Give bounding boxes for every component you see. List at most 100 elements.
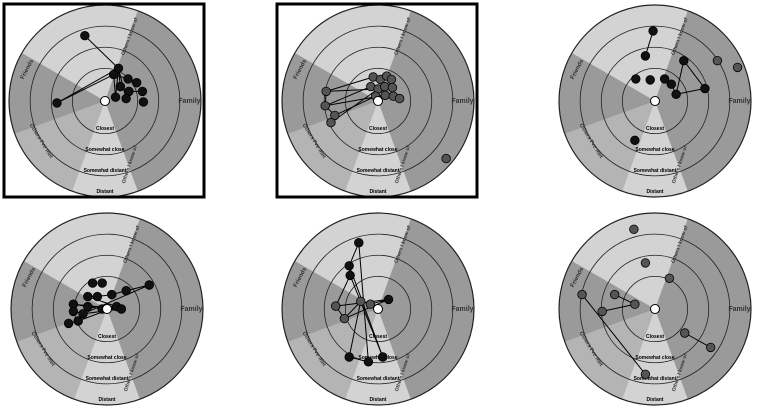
ring-2-3 (344, 67, 412, 135)
edge-1-0 (56, 67, 119, 104)
node-5-4 (339, 313, 350, 324)
ring-label-6-3: Distant (647, 397, 664, 403)
node-3-5 (631, 74, 641, 84)
ring-label-1-1: Somewhat close (85, 147, 124, 153)
node-3-10 (671, 89, 681, 99)
ego-node-1 (100, 96, 110, 106)
ring-label-4-1: Somewhat close (87, 355, 126, 361)
network-diagram-1: Closest Somewhat close Somewhat distant Dis… (8, 4, 202, 198)
ring-3-0 (558, 4, 752, 198)
ring-5-3 (344, 275, 412, 343)
node-2-10 (380, 81, 390, 92)
sector-friends-6 (559, 261, 655, 342)
node-4-6 (144, 280, 154, 290)
ring-label-3-3: Distant (647, 189, 664, 195)
ring-label-2-0: Closest (369, 126, 387, 132)
ring-label-3-2: Somewhat distant (634, 168, 677, 174)
node-2-2 (330, 110, 340, 121)
node-5-1 (344, 261, 354, 271)
highlight-frame-2 (275, 2, 479, 199)
ring-6-3 (621, 275, 689, 343)
node-6-8 (705, 342, 716, 353)
node-6-5 (630, 299, 640, 309)
node-6-4 (609, 289, 620, 300)
edge-1-10 (84, 35, 119, 69)
node-1-7 (137, 86, 148, 97)
node-1-2 (108, 69, 119, 80)
ring-2-1 (302, 25, 454, 177)
ring-1-1 (29, 25, 181, 177)
sector-friends-3 (559, 53, 655, 134)
network-diagram-2: Closest Somewhat close Somewhat distant Dis… (281, 4, 475, 198)
node-5-10 (378, 352, 388, 362)
node-2-16 (441, 153, 451, 164)
sector-family-1 (105, 10, 201, 192)
edge-4-13 (82, 284, 150, 315)
sector-family-5 (378, 218, 474, 400)
node-4-4 (107, 289, 117, 300)
ring-label-4-3: Distant (99, 397, 116, 403)
node-6-3 (577, 289, 587, 300)
node-3-6 (659, 74, 670, 84)
node-4-12 (78, 309, 88, 319)
node-2-11 (387, 82, 398, 93)
node-2-13 (380, 90, 390, 100)
node-6-1 (640, 258, 651, 268)
sector-friends-1 (8, 53, 106, 134)
node-3-2 (679, 55, 689, 66)
ring-2-2 (323, 46, 433, 156)
ring-5-1 (302, 233, 454, 385)
network-diagram-3: Closest Somewhat close Somewhat distant Dis… (558, 4, 752, 198)
node-2-7 (386, 74, 397, 85)
highlight-frame-1 (2, 2, 206, 199)
ring-6-1 (579, 233, 731, 385)
sector-friends-4 (10, 261, 108, 342)
ring-label-3-0: Closest (646, 126, 664, 132)
node-5-9 (363, 357, 374, 367)
label-family-1: Family (178, 98, 200, 105)
node-3-3 (712, 55, 723, 66)
edge-6-2 (602, 303, 635, 312)
network-diagram-4: Closest Somewhat close Somewhat distant Dis… (10, 212, 204, 406)
node-6-6 (597, 306, 607, 317)
ring-label-4-2: Somewhat distant (86, 376, 129, 382)
node-5-2 (345, 270, 355, 281)
node-4-11 (68, 306, 79, 317)
node-4-1 (97, 278, 107, 288)
label-family-4: Family (180, 306, 202, 313)
ring-label-2-2: Somewhat distant (357, 168, 400, 174)
ring-1-2 (50, 46, 160, 156)
ring-label-1-2: Somewhat distant (84, 168, 127, 174)
edge-6-0 (581, 294, 646, 375)
ring-label-2-1: Somewhat close (358, 147, 397, 153)
node-5-7 (383, 294, 394, 305)
node-2-0 (321, 86, 331, 97)
node-2-1 (320, 101, 330, 111)
node-4-0 (87, 278, 98, 288)
edge-3-4 (676, 88, 706, 95)
node-4-3 (92, 291, 103, 302)
sector-family-6 (655, 218, 751, 400)
node-2-3 (326, 117, 336, 128)
node-1-4 (131, 78, 142, 88)
ego-node-3 (650, 96, 660, 106)
label-family-6: Family (728, 306, 750, 313)
sector-family-4 (107, 218, 203, 400)
ego-node-2 (373, 96, 383, 106)
label-family-5: Family (451, 306, 473, 313)
ring-label-4-0: Closest (98, 334, 116, 340)
node-3-4 (732, 62, 743, 73)
node-1-3 (123, 74, 133, 84)
node-3-8 (666, 79, 677, 89)
network-diagram-6: Closest Somewhat close Somewhat distant Dis… (558, 212, 752, 406)
node-1-11 (52, 98, 62, 108)
ring-5-0 (281, 212, 475, 406)
node-3-0 (648, 26, 658, 36)
sector-family-2 (378, 10, 474, 192)
edge-5-13 (349, 275, 384, 358)
edge-3-2 (683, 60, 706, 89)
ring-label-5-0: Closest (369, 334, 387, 340)
node-4-5 (121, 286, 131, 296)
ring-6-0 (558, 212, 752, 406)
